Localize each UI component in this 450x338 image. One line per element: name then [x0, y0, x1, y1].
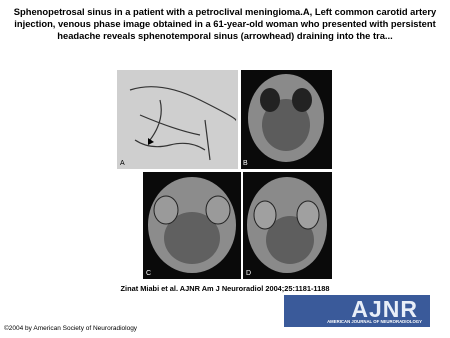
copyright: ©2004 by American Society of Neuroradiol… [4, 325, 138, 332]
panel-label: C [146, 270, 151, 277]
panel-a: A [117, 70, 238, 169]
logo-subtitle: AMERICAN JOURNAL OF NEURORADIOLOGY [327, 319, 422, 324]
panel-c: C [143, 172, 241, 279]
journal-logo: AJNR AMERICAN JOURNAL OF NEURORADIOLOGY [284, 295, 430, 327]
panel-label: A [120, 160, 125, 167]
panel-d: D [243, 172, 332, 279]
logo-name: AJNR [351, 296, 418, 322]
panel-label: B [243, 160, 248, 167]
citation: Zinat Miabi et al. AJNR Am J Neuroradiol… [120, 284, 330, 293]
panel-label: D [246, 270, 251, 277]
panel-b: B [241, 70, 332, 169]
title: Sphenopetrosal sinus in a patient with a… [13, 6, 437, 41]
